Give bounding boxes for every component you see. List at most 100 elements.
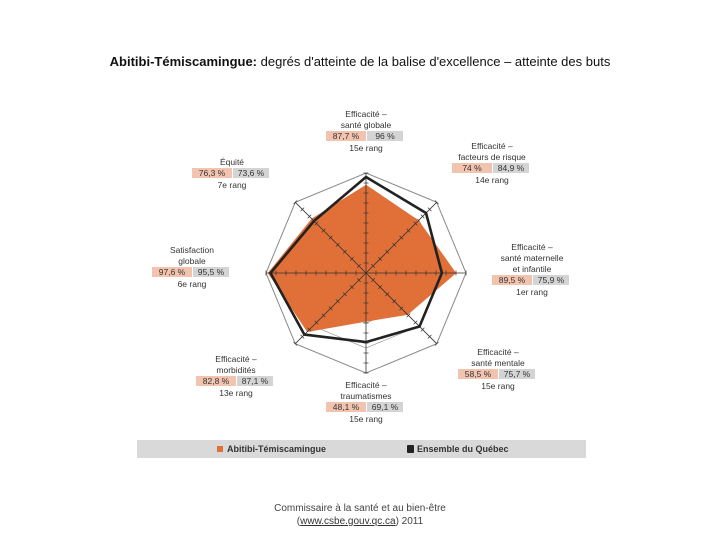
quebec-value-box-6: [193, 267, 229, 277]
legend-bg: [137, 440, 586, 458]
quebec-value-box-7: [233, 168, 269, 178]
rank-label-0: 15e rang: [349, 143, 383, 153]
axis-label-3: Efficacité –: [477, 347, 519, 357]
spoke-tick: [385, 249, 390, 254]
footer-line2: (www.csbe.gouv.qc.ca) 2011: [0, 515, 720, 528]
spoke-tick: [328, 306, 333, 311]
spoke-tick: [392, 299, 397, 304]
spoke-tick: [335, 242, 340, 247]
quebec-value-7: 73,6 %: [238, 168, 265, 178]
quebec-value-box-0: [367, 131, 403, 141]
region-value-7: 76,3 %: [199, 168, 226, 178]
spoke-tick: [293, 200, 298, 205]
region-value-0: 87,7 %: [333, 131, 360, 141]
rank-label-4: 15e rang: [349, 414, 383, 424]
spoke-tick: [356, 278, 361, 283]
axis-label-1: facteurs de risque: [458, 152, 526, 162]
spoke-tick: [385, 292, 390, 297]
quebec-value-2: 75,9 %: [538, 275, 565, 285]
footer-year: ) 2011: [395, 516, 424, 527]
quebec-value-box-4: [367, 402, 403, 412]
region-value-box-6: [152, 267, 192, 277]
spoke-tick: [307, 327, 312, 332]
spoke-tick: [335, 299, 340, 304]
rank-label-1: 14e rang: [475, 175, 509, 185]
spoke-tick: [300, 334, 305, 339]
axis-label-0: santé globale: [341, 120, 392, 130]
chart-title-region: Abitibi-Témiscamingue:: [109, 54, 258, 69]
footer: Commissaire à la santé et au bien-être (…: [0, 502, 720, 528]
rank-label-6: 6e rang: [178, 279, 207, 289]
spoke-tick: [413, 320, 418, 325]
spoke-tick: [321, 228, 326, 233]
quebec-value-6: 95,5 %: [198, 267, 225, 277]
region-value-3: 58,5 %: [465, 369, 492, 379]
spoke-tick: [293, 341, 298, 346]
spoke-tick: [413, 221, 418, 226]
axis-label-6: Satisfaction: [170, 245, 214, 255]
spoke-tick: [392, 242, 397, 247]
spoke-tick: [349, 285, 354, 290]
footer-paren: (: [296, 516, 301, 527]
region-value-6: 97,6 %: [159, 267, 186, 277]
legend-label-abitibi: Abitibi-Témiscamingue: [227, 444, 326, 454]
axis-label-1: Efficacité –: [471, 141, 513, 151]
legend-swatch-quebec: [407, 445, 414, 453]
spoke-tick: [378, 285, 383, 290]
legend-swatch-abitibi: [217, 446, 223, 452]
region-value-box-5: [196, 376, 236, 386]
spoke-tick: [406, 228, 411, 233]
region-value-1: 74 %: [462, 163, 482, 173]
spoke-tick: [371, 263, 376, 268]
quebec-value-0: 96 %: [375, 131, 395, 141]
axis-label-4: Efficacité –: [345, 380, 387, 390]
region-value-box-3: [458, 369, 498, 379]
rank-label-5: 13e rang: [219, 388, 253, 398]
region-value-box-4: [326, 402, 366, 412]
spoke-tick: [328, 235, 333, 240]
chart-title: Abitibi-Témiscamingue: degrés d'atteinte…: [0, 54, 720, 69]
quebec-value-4: 69,1 %: [372, 402, 399, 412]
axis-label-2: et infantile: [513, 264, 552, 274]
quebec-value-box-5: [237, 376, 273, 386]
spoke-tick: [321, 313, 326, 318]
spoke-tick: [399, 306, 404, 311]
region-value-box-2: [492, 275, 532, 285]
spoke-tick: [427, 334, 432, 339]
axis-label-5: Efficacité –: [215, 354, 257, 364]
axis-label-5: morbidités: [216, 365, 255, 375]
spoke-tick: [314, 320, 319, 325]
spoke-tick: [420, 214, 425, 219]
spoke-tick: [356, 263, 361, 268]
spoke-tick: [342, 249, 347, 254]
series-line-quebec: [269, 175, 444, 344]
region-value-box-0: [326, 131, 366, 141]
quebec-value-5: 87,1 %: [242, 376, 269, 386]
footer-line1: Commissaire à la santé et au bien-être: [274, 503, 446, 514]
region-value-4: 48,1 %: [333, 402, 360, 412]
axis-label-2: Efficacité –: [511, 242, 553, 252]
region-value-box-1: [452, 163, 492, 173]
spoke-tick: [300, 207, 305, 212]
spoke-tick: [307, 214, 312, 219]
spoke-tick: [371, 278, 376, 283]
spoke-tick: [399, 235, 404, 240]
spoke-tick: [434, 341, 439, 346]
quebec-value-box-1: [493, 163, 529, 173]
spoke-tick: [378, 256, 383, 261]
axis-label-6: globale: [178, 256, 206, 266]
axis-label-7: Équité: [220, 157, 244, 167]
region-value-2: 89,5 %: [499, 275, 526, 285]
spoke-tick: [427, 207, 432, 212]
quebec-value-3: 75,7 %: [504, 369, 531, 379]
spoke-tick: [420, 327, 425, 332]
axis-label-0: Efficacité –: [345, 109, 387, 119]
region-value-box-7: [192, 168, 232, 178]
axis-label-3: santé mentale: [471, 358, 525, 368]
legend-label-quebec: Ensemble du Québec: [417, 444, 509, 454]
spoke-tick: [314, 221, 319, 226]
footer-link[interactable]: www.csbe.gouv.qc.ca: [300, 516, 396, 527]
quebec-value-box-3: [499, 369, 535, 379]
rank-label-2: 1er rang: [516, 287, 548, 297]
